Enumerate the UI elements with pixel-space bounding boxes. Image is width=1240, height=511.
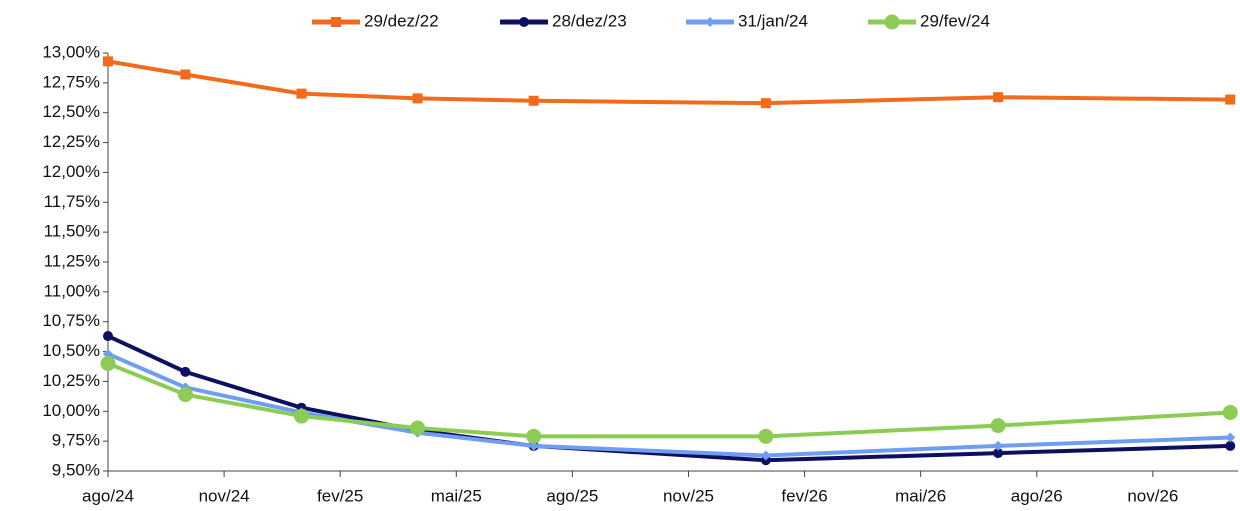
marker bbox=[1225, 432, 1236, 443]
y-tick-label: 11,00% bbox=[44, 281, 100, 300]
marker bbox=[412, 93, 423, 104]
x-tick-label: nov/26 bbox=[1127, 486, 1178, 505]
marker bbox=[1222, 404, 1238, 420]
marker bbox=[180, 69, 191, 80]
series-line bbox=[107, 352, 1231, 458]
x-tick-label: ago/26 bbox=[1011, 486, 1063, 505]
marker bbox=[993, 448, 1004, 459]
marker bbox=[990, 418, 1006, 434]
x-tick-label: nov/24 bbox=[199, 486, 250, 505]
marker bbox=[177, 387, 193, 403]
y-tick-label: 10,75% bbox=[42, 311, 100, 330]
legend-label: 29/fev/24 bbox=[920, 11, 990, 30]
y-tick-label: 10,50% bbox=[42, 341, 100, 360]
x-tick-label: fev/25 bbox=[317, 486, 363, 505]
y-tick-label: 10,25% bbox=[42, 371, 100, 390]
y-tick-label: 9,75% bbox=[52, 431, 100, 450]
y-tick-label: 11,25% bbox=[44, 251, 100, 270]
y-tick-label: 10,00% bbox=[42, 401, 100, 420]
x-tick-label: fev/26 bbox=[781, 486, 827, 505]
y-tick-label: 9,50% bbox=[52, 460, 100, 479]
marker bbox=[758, 428, 774, 444]
legend-label: 31/jan/24 bbox=[738, 11, 808, 30]
x-tick-label: mai/26 bbox=[895, 486, 946, 505]
marker bbox=[519, 17, 529, 27]
marker bbox=[993, 92, 1004, 103]
marker bbox=[1225, 440, 1236, 451]
y-tick-label: 11,75% bbox=[44, 192, 100, 211]
marker bbox=[705, 17, 715, 27]
series-line bbox=[107, 59, 1231, 106]
marker bbox=[103, 331, 113, 342]
marker bbox=[293, 408, 309, 424]
x-tick-label: mai/25 bbox=[431, 486, 482, 505]
marker bbox=[993, 440, 1004, 451]
y-tick-label: 11,50% bbox=[44, 222, 100, 241]
marker bbox=[331, 17, 341, 27]
marker bbox=[410, 420, 426, 436]
y-tick-label: 12,25% bbox=[42, 132, 100, 151]
y-tick-label: 12,00% bbox=[42, 162, 100, 181]
x-tick-label: nov/25 bbox=[663, 486, 714, 505]
marker bbox=[760, 450, 771, 461]
marker bbox=[180, 366, 191, 377]
marker bbox=[528, 95, 539, 106]
marker bbox=[884, 14, 900, 30]
marker bbox=[526, 428, 542, 444]
marker bbox=[100, 356, 116, 372]
series-line bbox=[107, 361, 1231, 439]
marker bbox=[1225, 94, 1236, 105]
marker bbox=[296, 88, 307, 99]
y-tick-label: 13,00% bbox=[42, 42, 100, 61]
y-tick-label: 12,75% bbox=[42, 72, 100, 91]
legend-label: 29/dez/22 bbox=[364, 11, 439, 30]
marker bbox=[760, 98, 771, 109]
x-tick-label: ago/24 bbox=[82, 486, 134, 505]
legend-label: 28/dez/23 bbox=[552, 11, 627, 30]
x-tick-label: ago/25 bbox=[546, 486, 598, 505]
y-tick-label: 12,50% bbox=[42, 102, 100, 121]
marker bbox=[103, 56, 113, 67]
